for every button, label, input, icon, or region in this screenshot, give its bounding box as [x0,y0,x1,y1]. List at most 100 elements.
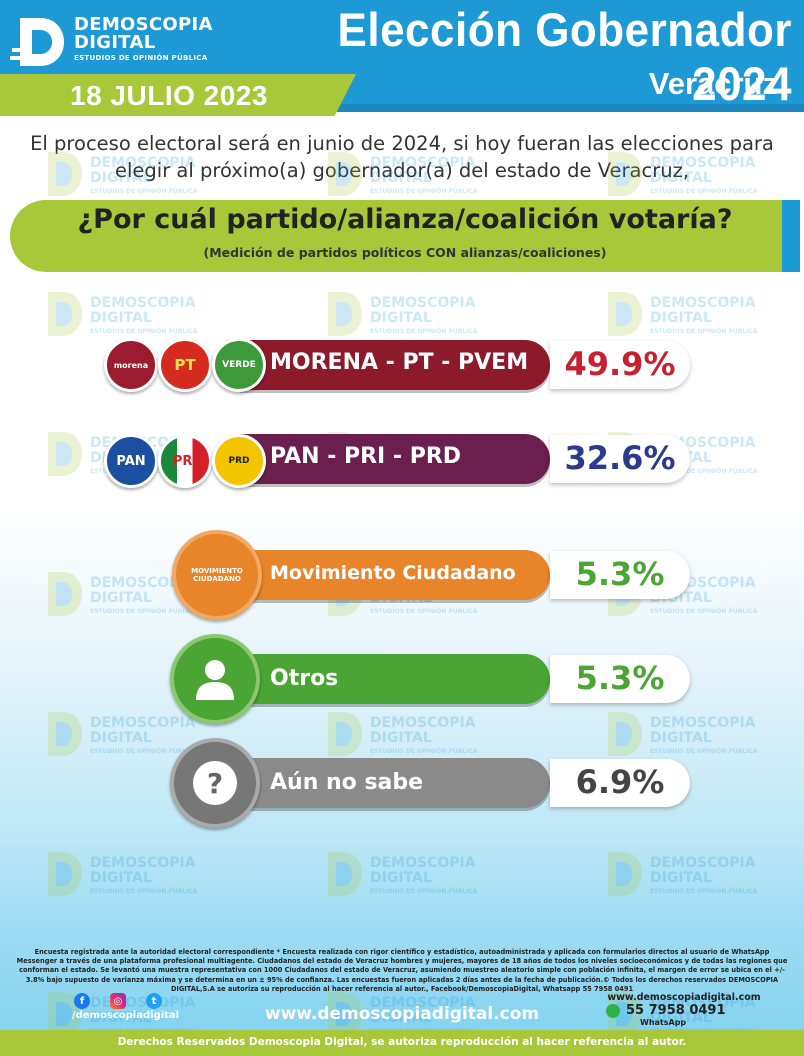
question-title: ¿Por cuál partido/alianza/coalición vota… [77,204,733,235]
watermark-logo: DEMOSCOPIA DIGITAL ESTUDIOS DE OPINIÓN PÚ… [600,150,780,200]
footer-bar [0,1030,804,1056]
watermark-name: DEMOSCOPIA DIGITAL [90,575,196,606]
watermark-name: DEMOSCOPIA DIGITAL [370,295,476,326]
mc-logo-text: MOVIMIENTO CIUDADANO [191,567,243,583]
social-handle[interactable]: /demoscopiadigital [72,1010,180,1021]
instagram-icon[interactable]: ◎ [110,993,126,1009]
value-otros: 5.3% [575,659,665,697]
main-title: Elección Gobernador 2024 [337,3,792,111]
watermark-name: DEMOSCOPIA DIGITAL [370,855,476,886]
watermark-logo: DEMOSCOPIA DIGITAL ESTUDIOS DE OPINIÓN PÚ… [40,570,220,620]
value-box-aun-no-sabe [550,759,690,807]
date-ribbon [0,74,356,116]
watermark-logo: DEMOSCOPIA DIGITAL ESTUDIOS DE OPINIÓN PÚ… [320,710,500,760]
watermark-tagline: ESTUDIOS DE OPINIÓN PÚBLICA [90,888,198,895]
watermark-d-icon [48,432,82,476]
brand-logo: DEMOSCOPIA DIGITAL ESTUDIOS DE OPINIÓN P… [10,10,220,70]
watermark-name: DEMOSCOPIA DIGITAL [90,295,196,326]
watermark-name: DEMOSCOPIA DIGITAL [650,855,756,886]
prd-logo-text: PRD [228,456,250,466]
bar-aun-no-sabe [240,758,550,808]
rights-text: Derechos Reservados Demoscopia Digital, … [117,1036,687,1048]
watermark-logo: DEMOSCOPIA DIGITAL ESTUDIOS DE OPINIÓN PÚ… [600,290,780,340]
question-pill [10,200,800,272]
brand-tagline: ESTUDIOS DE OPINIÓN PÚBLICA [74,54,208,62]
watermark-logo: DEMOSCOPIA DIGITAL ESTUDIOS DE OPINIÓN PÚ… [600,710,780,760]
watermark-name: DEMOSCOPIA DIGITAL [370,155,476,186]
watermark-logo: DEMOSCOPIA DIGITAL ESTUDIOS DE OPINIÓN PÚ… [320,150,500,200]
contact-phone[interactable]: 55 7958 0491 [626,1003,726,1018]
watermark-tagline: ESTUDIOS DE OPINIÓN PÚBLICA [650,888,758,895]
watermark-tagline: ESTUDIOS DE OPINIÓN PÚBLICA [90,188,198,195]
label-otros: Otros [270,666,339,691]
watermark-name: DEMOSCOPIA DIGITAL [650,715,756,746]
watermark-name: DEMOSCOPIA DIGITAL [90,855,196,886]
contact-website[interactable]: www.demoscopiadigital.com [607,992,761,1003]
value-box-pan-pri-prd [550,435,690,483]
movimiento-ciudadano-logo-icon: MOVIMIENTO CIUDADANO [172,530,262,620]
watermark-name: DEMOSCOPIA DIGITAL [650,155,756,186]
watermark-tagline: ESTUDIOS DE OPINIÓN PÚBLICA [370,888,478,895]
value-box-morena-pt-pvem [550,341,690,389]
whatsapp-label: WhatsApp [640,1018,687,1027]
value-box-movimiento-ciudadano [550,551,690,599]
watermark-tagline: ESTUDIOS DE OPINIÓN PÚBLICA [370,608,478,615]
watermark-tagline: ESTUDIOS DE OPINIÓN PÚBLICA [90,748,198,755]
value-box-otros [550,655,690,703]
value-pan-pri-prd: 32.6% [564,439,676,477]
question-mark-icon: ? [170,738,260,828]
watermark-name: DEMOSCOPIA DIGITAL [650,295,756,326]
bar-movimiento-ciudadano [240,550,550,600]
verde-logo-text: VERDE [222,360,256,370]
person-icon [170,634,260,724]
value-morena-pt-pvem: 49.9% [564,345,676,383]
watermark-d-icon [48,572,82,616]
person-silhouette [196,660,234,700]
value-movimiento-ciudadano: 5.3% [575,555,665,593]
watermark-tagline: ESTUDIOS DE OPINIÓN PÚBLICA [650,608,758,615]
label-morena-pt-pvem: MORENA - PT - PVEM [270,350,529,375]
pt-logo-text: PT [174,356,196,374]
watermark-d-icon [48,292,82,336]
label-aun-no-sabe: Aún no sabe [270,770,424,795]
watermark-name: DEMOSCOPIA DIGITAL [650,995,756,1026]
pri-logo-icon: PRI [158,434,212,488]
watermark-logo: DEMOSCOPIA DIGITAL ESTUDIOS DE OPINIÓN PÚ… [40,150,220,200]
watermark-name: DEMOSCOPIA DIGITAL [370,715,476,746]
question-subtitle: (Medición de partidos políticos CON alia… [203,245,607,260]
bar-pan-pri-prd [240,434,550,484]
whatsapp-icon [606,1004,620,1018]
watermark-logo: DEMOSCOPIA DIGITAL ESTUDIOS DE OPINIÓN PÚ… [320,290,500,340]
pan-logo-icon: PAN [104,434,158,488]
watermark-d-icon [48,992,82,1036]
pan-logo-text: PAN [116,453,146,469]
watermark-tagline: ESTUDIOS DE OPINIÓN PÚBLICA [90,328,198,335]
watermark-d-icon [608,292,642,336]
watermark-tagline: ESTUDIOS DE OPINIÓN PÚBLICA [90,608,198,615]
watermark-logo: DEMOSCOPIA DIGITAL ESTUDIOS DE OPINIÓN PÚ… [40,850,220,900]
twitter-icon[interactable]: t [146,993,162,1009]
facebook-icon[interactable]: f [74,993,90,1009]
bar-otros [240,654,550,704]
label-movimiento-ciudadano: Movimiento Ciudadano [270,562,516,584]
watermark-d-icon [48,852,82,896]
watermark-d-icon [328,292,362,336]
state-title: Veracruz [648,66,778,101]
prd-logo-icon: PRD [212,434,266,488]
website-link[interactable]: www.demoscopiadigital.com [264,1004,540,1024]
watermark-d-icon [48,712,82,756]
brand-name: DEMOSCOPIA DIGITAL [74,14,213,53]
pri-logo-text: PRI [172,453,198,469]
watermark-d-icon [328,992,362,1036]
date-text: 18 JULIO 2023 [70,80,268,111]
watermark-logo: DEMOSCOPIA DIGITAL ESTUDIOS DE OPINIÓN PÚ… [320,850,500,900]
watermark-tagline: ESTUDIOS DE OPINIÓN PÚBLICA [650,748,758,755]
morena-logo-text: morena [113,360,149,370]
watermark-d-icon [328,712,362,756]
morena-logo-icon: morena [104,338,158,392]
intro-text: El proceso electoral será en junio de 20… [30,132,774,182]
verde-logo-icon: VERDE [212,338,266,392]
value-aun-no-sabe: 6.9% [575,763,665,801]
question-mark-glyph: ? [193,761,237,805]
watermark-name: DEMOSCOPIA DIGITAL [370,995,476,1026]
